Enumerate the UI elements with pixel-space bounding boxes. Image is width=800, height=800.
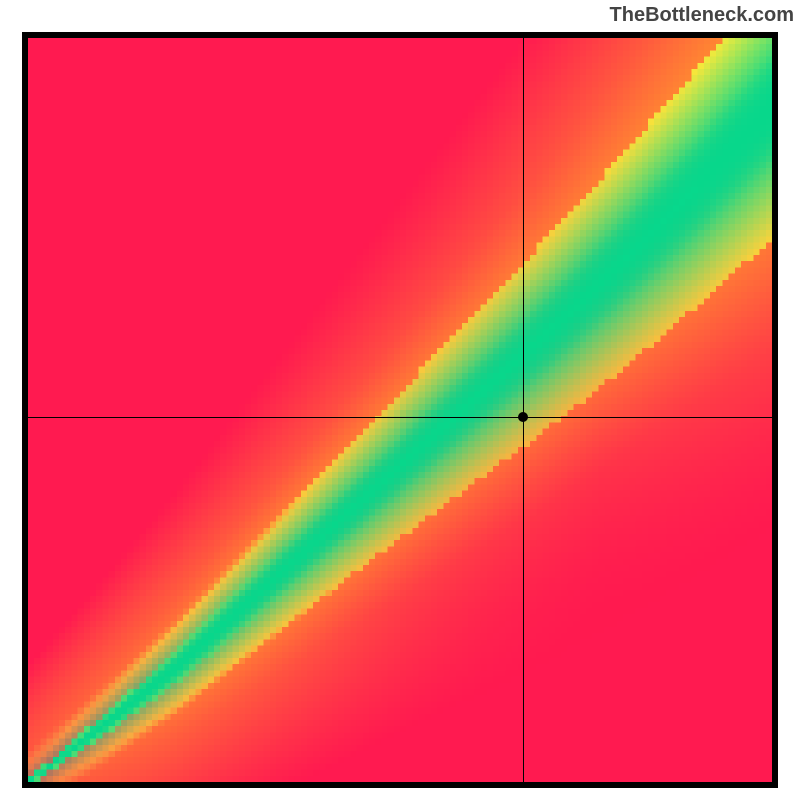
crosshair-marker-dot — [518, 412, 528, 422]
crosshair-vertical — [523, 38, 524, 782]
bottleneck-heatmap-canvas — [28, 38, 772, 782]
watermark-text: TheBottleneck.com — [610, 4, 794, 27]
crosshair-horizontal — [28, 417, 772, 418]
bottleneck-heatmap-frame — [22, 32, 778, 788]
